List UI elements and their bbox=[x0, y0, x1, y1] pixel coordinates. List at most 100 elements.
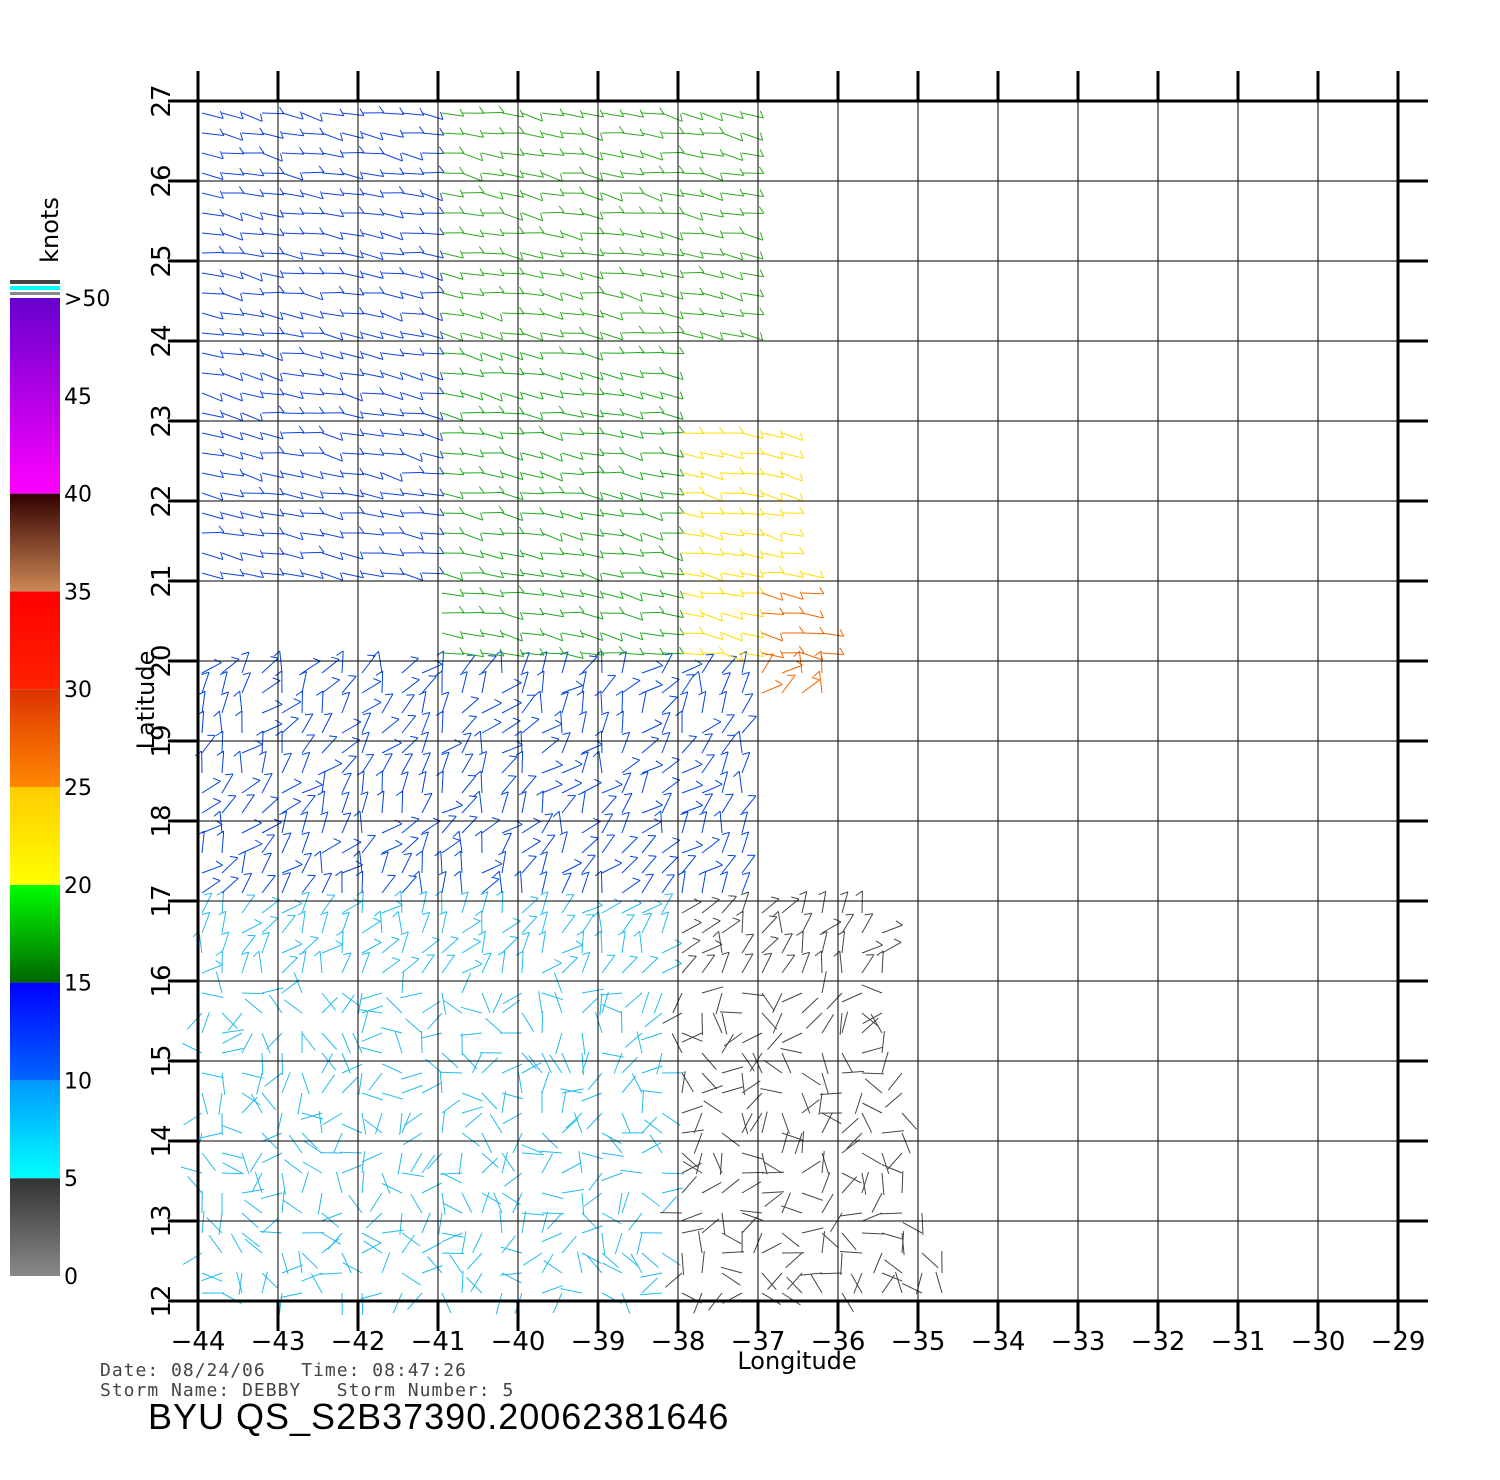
wind-barb bbox=[871, 1192, 883, 1213]
x-tick-label: −35 bbox=[891, 1327, 946, 1357]
wind-barb-feather bbox=[219, 469, 224, 478]
wind-barb bbox=[441, 1172, 462, 1184]
wind-barb-feather bbox=[480, 152, 484, 161]
wind-barb-feather bbox=[340, 132, 344, 141]
wind-barb-feather bbox=[440, 272, 444, 281]
wind-barb bbox=[441, 512, 465, 514]
wind-barb bbox=[361, 1112, 367, 1135]
wind-barb bbox=[721, 612, 744, 620]
wind-barb-feather bbox=[313, 950, 321, 957]
wind-barb bbox=[244, 1199, 263, 1214]
wind-barb-feather bbox=[544, 813, 553, 816]
wind-barb-feather bbox=[619, 430, 624, 438]
wind-barb bbox=[460, 1032, 483, 1036]
wind-barb bbox=[481, 552, 504, 560]
wind-barb bbox=[661, 552, 683, 562]
wind-barb bbox=[752, 1052, 763, 1074]
wind-barb-feather bbox=[372, 650, 379, 658]
wind-barb bbox=[266, 1032, 283, 1050]
wind-barb bbox=[256, 1072, 263, 1095]
wind-barb bbox=[439, 1172, 463, 1175]
wind-barb-feather bbox=[279, 187, 285, 196]
wind-barb bbox=[741, 1112, 749, 1135]
y-axis-label: Latitude bbox=[132, 651, 160, 750]
wind-barb-feather bbox=[639, 647, 645, 656]
wind-barb-feather bbox=[720, 751, 729, 756]
wind-barb-feather bbox=[679, 449, 685, 458]
wind-barb-feather bbox=[622, 772, 632, 776]
storm-line: Storm Name: DEBBY Storm Number: 5 bbox=[100, 1380, 514, 1401]
wind-barb bbox=[381, 904, 403, 914]
wind-barb bbox=[394, 1031, 403, 1054]
wind-barb bbox=[681, 632, 705, 635]
wind-barb-feather bbox=[639, 109, 645, 118]
wind-barb bbox=[459, 871, 463, 894]
wind-barb bbox=[621, 914, 635, 934]
wind-barb bbox=[701, 754, 715, 774]
wind-barb-feather bbox=[339, 372, 344, 380]
wind-barb bbox=[201, 512, 224, 520]
wind-barb bbox=[581, 212, 604, 220]
wind-barb bbox=[401, 790, 404, 814]
wind-barb-feather bbox=[578, 186, 585, 194]
wind-barb-feather bbox=[555, 779, 563, 786]
wind-barb bbox=[540, 1150, 563, 1154]
wind-barb-feather bbox=[318, 165, 325, 173]
wind-barb bbox=[781, 933, 793, 954]
wind-barb bbox=[861, 1232, 885, 1235]
wind-barb bbox=[701, 112, 723, 122]
wind-barb bbox=[581, 1052, 584, 1076]
wind-barb bbox=[781, 1052, 792, 1074]
wind-barb bbox=[701, 332, 724, 341]
wind-barb bbox=[421, 171, 445, 174]
wind-barb-feather bbox=[240, 372, 244, 381]
wind-barb bbox=[800, 1272, 823, 1276]
wind-barb bbox=[761, 684, 783, 694]
wind-barb bbox=[357, 992, 363, 1015]
wind-barb bbox=[461, 432, 485, 435]
wind-barb bbox=[621, 152, 644, 159]
wind-barb-feather bbox=[259, 211, 264, 220]
wind-barb bbox=[458, 1152, 463, 1175]
wind-barb bbox=[461, 372, 484, 378]
wind-barb bbox=[361, 332, 384, 340]
wind-barb bbox=[621, 680, 641, 694]
wind-barb bbox=[761, 512, 784, 517]
wind-barb bbox=[581, 232, 605, 235]
wind-barb-feather bbox=[798, 606, 805, 614]
wind-barb bbox=[561, 452, 584, 460]
wind-barb bbox=[219, 811, 223, 834]
wind-barb bbox=[721, 192, 744, 197]
wind-barb-feather bbox=[519, 352, 524, 360]
wind-barb-feather bbox=[201, 671, 210, 675]
wind-barb-feather bbox=[216, 750, 224, 756]
wind-barb bbox=[561, 795, 576, 814]
wind-barb bbox=[661, 331, 685, 334]
wind-barb bbox=[492, 992, 503, 1014]
wind-barb bbox=[441, 412, 463, 421]
wind-barb bbox=[661, 232, 683, 241]
wind-barb-feather bbox=[361, 731, 370, 735]
wind-barb-feather bbox=[239, 528, 245, 537]
wind-barb bbox=[261, 680, 281, 694]
wind-barb bbox=[221, 512, 244, 519]
wind-barb bbox=[621, 252, 644, 256]
wind-barb bbox=[301, 671, 307, 694]
wind-barb bbox=[301, 192, 324, 200]
wind-barb bbox=[361, 1032, 383, 1042]
wind-barb-feather bbox=[739, 528, 745, 537]
wind-barb-feather bbox=[520, 212, 524, 221]
wind-barb-feather bbox=[739, 110, 744, 119]
wind-barb-feather bbox=[599, 211, 604, 220]
wind-barb bbox=[841, 1117, 859, 1134]
wind-barb bbox=[641, 112, 665, 115]
wind-barb-feather bbox=[658, 326, 665, 334]
wind-barb bbox=[359, 851, 363, 874]
wind-barb-feather bbox=[339, 351, 344, 360]
wind-barb bbox=[901, 1232, 905, 1255]
wind-barb bbox=[641, 232, 664, 239]
wind-barb bbox=[741, 112, 764, 119]
wind-barb-feather bbox=[763, 952, 772, 956]
wind-barb bbox=[881, 950, 884, 974]
